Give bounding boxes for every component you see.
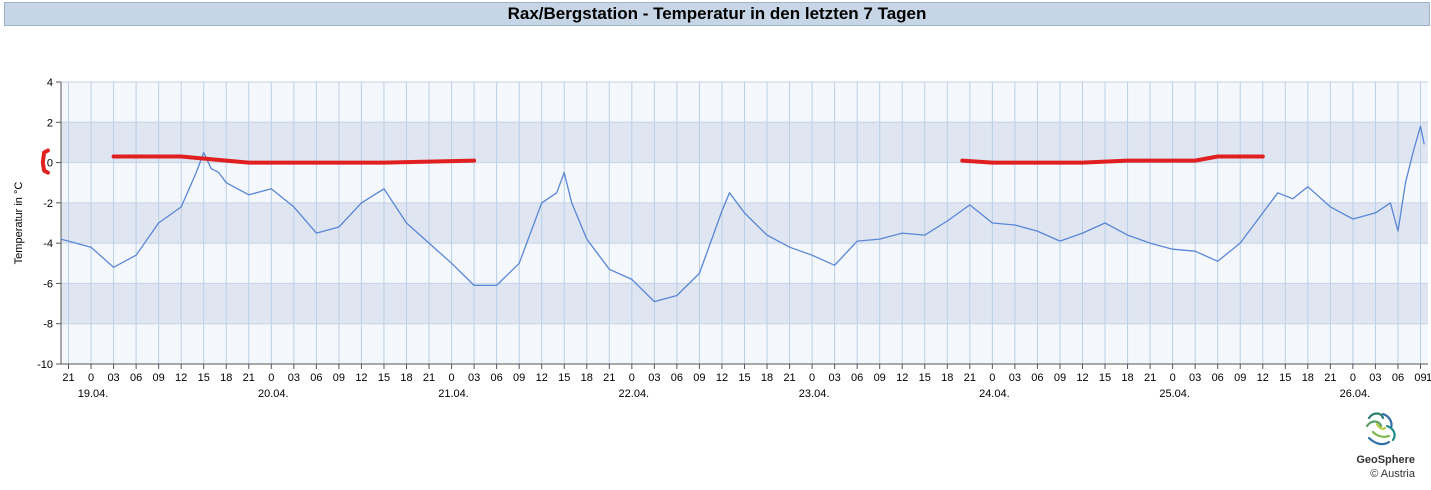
x-tick-label: 09 xyxy=(333,372,345,384)
date-label: 24.04. xyxy=(979,388,1010,400)
x-tick-label: 0 xyxy=(629,372,635,384)
x-tick-label: 0 xyxy=(449,372,455,384)
x-tick-label: 12 xyxy=(536,372,548,384)
temperature-series-line xyxy=(60,125,1425,303)
x-tick-label: 21 xyxy=(964,372,976,384)
x-tick-label: 03 xyxy=(288,372,300,384)
x-tick-label: 21 xyxy=(1144,372,1156,384)
date-labels: 19.04. 20.04. 21.04. 22.04. 23.04. 24.04. 25.0… xyxy=(78,388,1370,400)
chart-title: Rax/Bergstation - Temperatur in den letz… xyxy=(4,2,1430,26)
y-axis-label: Temperatur in °C xyxy=(13,182,25,265)
x-tick-label: 06 xyxy=(671,372,683,384)
x-tick-label: 06 xyxy=(130,372,142,384)
x-tick-label: 09 xyxy=(693,372,705,384)
red-stroke-annotation xyxy=(111,154,477,165)
vertical-gridlines xyxy=(68,82,1421,364)
x-tick-label: 18 xyxy=(941,372,953,384)
x-tick-label: 0 xyxy=(1350,372,1356,384)
temperature-chart: 420-2-4-6-8-10 21 0 03 06 09 12 15 18 21 0 03 06 09 1… xyxy=(13,77,1431,400)
y-tick-label: -10 xyxy=(37,359,53,371)
axes xyxy=(56,81,1428,369)
y-tick-label: 2 xyxy=(47,117,53,129)
x-tick-label: 0 xyxy=(268,372,274,384)
x-tick-label: 09 xyxy=(153,372,165,384)
x-tick-label: 15 xyxy=(198,372,210,384)
y-tick-label: 4 xyxy=(47,77,53,89)
x-tick-label: 06 xyxy=(851,372,863,384)
y-tick-label: 0 xyxy=(47,158,53,170)
x-tick-label: 0 xyxy=(1170,372,1176,384)
y-tick-label: -8 xyxy=(43,319,53,331)
x-tick-label: 0 xyxy=(88,372,94,384)
x-tick-label: 09 xyxy=(874,372,886,384)
date-label: 21.04. xyxy=(438,388,469,400)
series-lines xyxy=(60,125,1425,303)
x-tick-label: 12 xyxy=(1076,372,1088,384)
red-bracket-annotation xyxy=(40,148,50,175)
x-tick-label: 03 xyxy=(1189,372,1201,384)
geosphere-logo-icon xyxy=(1365,412,1396,446)
x-tick-label: 12 xyxy=(175,372,187,384)
x-tick-label: 15 xyxy=(919,372,931,384)
x-tick-label: 21 xyxy=(603,372,615,384)
x-tick-label: 21 xyxy=(62,372,74,384)
x-tick-label: 0 xyxy=(809,372,815,384)
geosphere-logo: GeoSphere © Austria xyxy=(1327,402,1417,484)
x-tick-label: 09 xyxy=(1054,372,1066,384)
x-tick-label: 0 xyxy=(989,372,995,384)
x-tick-label: 18 xyxy=(400,372,412,384)
x-tick-label: 03 xyxy=(107,372,119,384)
x-tick-label: 15 xyxy=(558,372,570,384)
x-tick-label: 03 xyxy=(648,372,660,384)
red-stroke-annotation xyxy=(960,154,1265,165)
x-tick-label: 12 xyxy=(716,372,728,384)
x-tick-label: 12 xyxy=(355,372,367,384)
x-tick-label: 06 xyxy=(1031,372,1043,384)
date-label: 25.04. xyxy=(1159,388,1190,400)
x-tick-label: 12 xyxy=(1257,372,1269,384)
x-tick-label: 15 xyxy=(378,372,390,384)
x-tick-label: 09 xyxy=(1234,372,1246,384)
x-tick-label: 03 xyxy=(829,372,841,384)
x-tick-label: 06 xyxy=(310,372,322,384)
y-tick-label: -6 xyxy=(43,278,53,290)
x-tick-label: 15 xyxy=(1279,372,1291,384)
x-tick-label: 06 xyxy=(1392,372,1404,384)
date-label: 23.04. xyxy=(799,388,830,400)
x-tick-label: 03 xyxy=(468,372,480,384)
x-tick-label: 18 xyxy=(761,372,773,384)
date-label: 19.04. xyxy=(78,388,109,400)
x-tick-label: 18 xyxy=(1302,372,1314,384)
x-tick-label: 18 xyxy=(1121,372,1133,384)
x-tick-label: 06 xyxy=(491,372,503,384)
logo-brand-text: GeoSphere xyxy=(1356,454,1415,466)
annotations xyxy=(40,148,1265,175)
date-label: 22.04. xyxy=(619,388,650,400)
y-tick-labels: 4 2 0 -2 -4 -6 -8 -10 xyxy=(37,77,53,371)
x-tick-labels: 21 0 03 06 09 12 15 18 21 0 03 06 09 12 15 18 21 0 03 06 09 1… xyxy=(62,372,1431,384)
y-tick-label: -2 xyxy=(43,198,53,210)
x-tick-label: 21 xyxy=(243,372,255,384)
x-tick-label: 21 xyxy=(783,372,795,384)
x-tick-label: 12 xyxy=(896,372,908,384)
date-label: 20.04. xyxy=(258,388,289,400)
x-tick-label: 1 xyxy=(1426,372,1431,384)
x-tick-label: 09 xyxy=(513,372,525,384)
x-tick-label: 15 xyxy=(738,372,750,384)
x-tick-label: 06 xyxy=(1212,372,1224,384)
x-tick-label: 09 xyxy=(1414,372,1426,384)
x-tick-label: 18 xyxy=(581,372,593,384)
logo-copyright-text: © Austria xyxy=(1370,468,1415,480)
x-tick-label: 21 xyxy=(1324,372,1336,384)
x-tick-label: 15 xyxy=(1099,372,1111,384)
x-tick-label: 18 xyxy=(220,372,232,384)
x-tick-label: 03 xyxy=(1009,372,1021,384)
y-tick-label: -4 xyxy=(43,238,53,250)
date-label: 26.04. xyxy=(1340,388,1371,400)
x-tick-label: 21 xyxy=(423,372,435,384)
x-tick-label: 03 xyxy=(1369,372,1381,384)
